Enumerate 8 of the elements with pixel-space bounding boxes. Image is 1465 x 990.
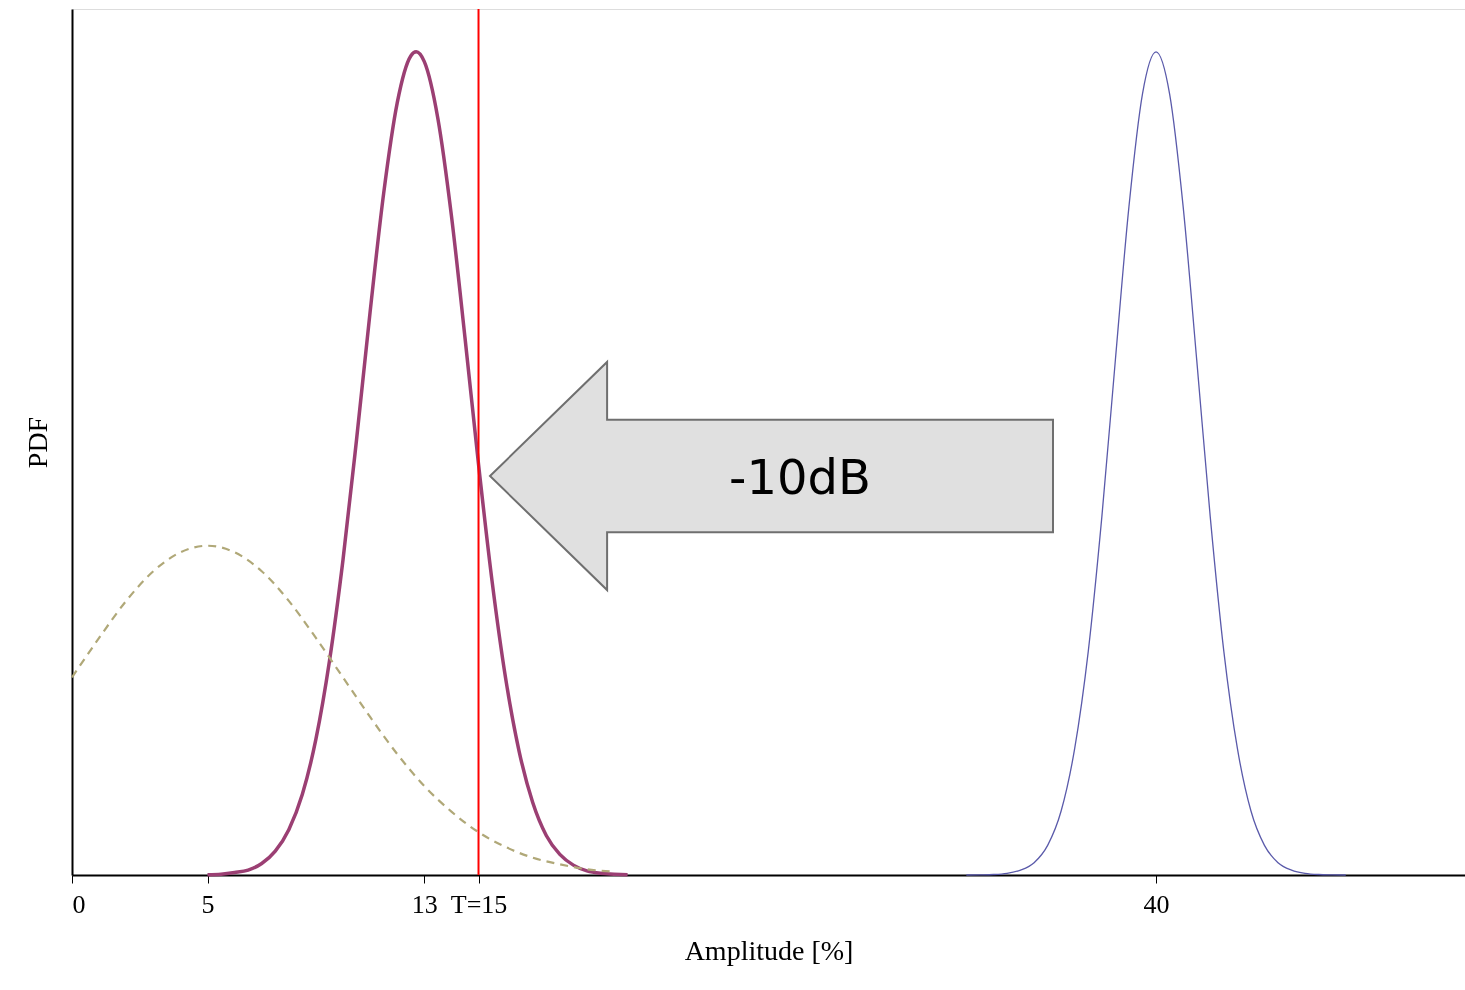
x-axis-title: Amplitude [%] (684, 934, 854, 966)
x-tick-label: 13 (411, 889, 438, 919)
x-tick-label: T=15 (450, 889, 508, 919)
x-tick-label: 5 (201, 889, 215, 919)
y-axis-title: PDF (21, 416, 53, 469)
x-tick-label: 0 (72, 889, 86, 919)
annotation: -10dB (729, 449, 871, 505)
x-tick-label: 40 (1143, 889, 1170, 919)
